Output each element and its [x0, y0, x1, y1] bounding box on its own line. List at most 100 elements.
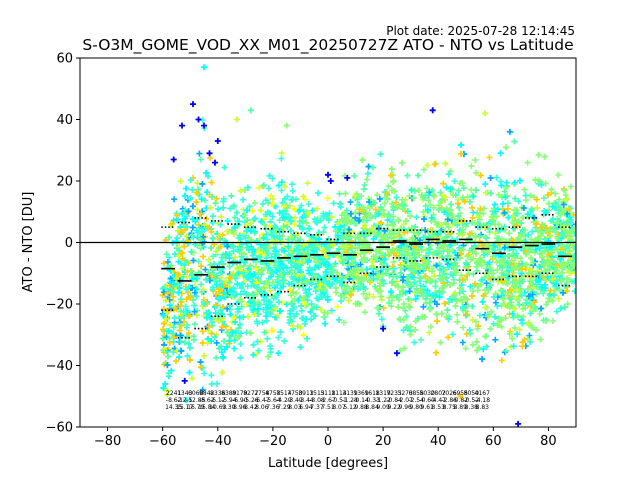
- scatter-point: [311, 272, 318, 279]
- scatter-point: [483, 280, 490, 287]
- scatter-point: [344, 284, 351, 291]
- scatter-point: [498, 182, 505, 189]
- scatter-point: [269, 213, 276, 220]
- scatter-point: [240, 262, 247, 269]
- scatter-point: [384, 196, 391, 203]
- scatter-point: [162, 380, 169, 387]
- scatter-point: [173, 358, 179, 365]
- scatter-point: [494, 275, 501, 282]
- scatter-point: [479, 276, 486, 283]
- scatter-point: [458, 151, 464, 157]
- scatter-point: [198, 263, 205, 270]
- scatter-point: [503, 179, 510, 186]
- scatter-point: [373, 286, 380, 293]
- scatter-point: [480, 292, 487, 299]
- scatter-point: [184, 273, 191, 280]
- scatter-point: [218, 349, 225, 356]
- scatter-point: [381, 200, 388, 207]
- scatter-point: [420, 303, 427, 310]
- scatter-point: [270, 295, 277, 302]
- scatter-point: [534, 268, 541, 275]
- scatter-point: [315, 296, 322, 303]
- scatter-point: [559, 265, 566, 272]
- scatter-point: [444, 307, 451, 314]
- scatter-point: [555, 204, 562, 211]
- scatter-point: [261, 329, 268, 336]
- scatter-point: [439, 197, 446, 204]
- scatter-point: [450, 215, 457, 222]
- scatter-point: [515, 297, 521, 304]
- scatter-point: [382, 252, 389, 259]
- scatter-point: [533, 196, 540, 203]
- scatter-point: [301, 254, 307, 261]
- scatter-point: [512, 254, 518, 261]
- scatter-point: [165, 353, 171, 360]
- scatter-point: [312, 265, 318, 272]
- scatter-point: [566, 248, 573, 255]
- scatter-point: [479, 298, 486, 305]
- scatter-point: [293, 290, 300, 297]
- scatter-point: [302, 287, 309, 294]
- scatter-point: [492, 290, 499, 297]
- scatter-point: [471, 220, 478, 226]
- scatter-point: [554, 215, 561, 222]
- scatter-point: [293, 262, 300, 269]
- scatter-point: [433, 349, 440, 356]
- scatter-point: [163, 315, 170, 322]
- scatter-point: [210, 253, 217, 260]
- scatter-point: [555, 172, 562, 178]
- scatter-point: [320, 213, 327, 219]
- scatter-point: [209, 286, 216, 293]
- scatter-point: [347, 199, 354, 206]
- scatter-point: [513, 250, 520, 257]
- scatter-point: [518, 292, 525, 299]
- scatter-point: [497, 257, 504, 264]
- scatter-point: [342, 257, 349, 264]
- scatter-point: [347, 210, 354, 217]
- scatter-point: [160, 289, 167, 296]
- chart-title: S-O3M_GOME_VOD_XX_M01_20250727Z ATO - NT…: [82, 36, 573, 55]
- scatter-point: [323, 278, 330, 285]
- scatter-point: [264, 304, 271, 311]
- scatter-point: [250, 341, 257, 348]
- scatter-points-group: [159, 117, 576, 403]
- scatter-point: [470, 209, 477, 216]
- scatter-point: [189, 186, 196, 193]
- scatter-point: [191, 321, 198, 328]
- scatter-point: [268, 232, 275, 239]
- scatter-point: [227, 311, 234, 318]
- scatter-point: [365, 163, 372, 170]
- scatter-point: [260, 284, 267, 291]
- scatter-point: [200, 286, 207, 293]
- scatter-point: [227, 275, 234, 282]
- scatter-point: [487, 175, 494, 181]
- scatter-point: [446, 248, 453, 255]
- scatter-point: [291, 221, 298, 228]
- scatter-point: [552, 200, 559, 207]
- scatter-point: [213, 248, 220, 255]
- scatter-point: [369, 164, 376, 171]
- scatter-point: [177, 338, 184, 345]
- scatter-point: [216, 345, 223, 352]
- scatter-point: [162, 297, 169, 304]
- scatter-point: [265, 250, 271, 257]
- scatter-point: [488, 308, 495, 315]
- scatter-point: [318, 306, 325, 313]
- scatter-point: [194, 206, 201, 213]
- scatter-point: [469, 288, 476, 294]
- scatter-point: [159, 335, 166, 342]
- scatter-point: [400, 317, 407, 323]
- scatter-point: [421, 216, 428, 223]
- scatter-point: [429, 268, 436, 275]
- scatter-point: [501, 209, 508, 216]
- scatter-point: [442, 160, 449, 167]
- scatter-point: [397, 347, 404, 354]
- scatter-point: [183, 397, 190, 403]
- scatter-point: [259, 183, 266, 190]
- scatter-point: [293, 231, 300, 238]
- scatter-point: [413, 285, 420, 292]
- scatter-point: [447, 242, 454, 249]
- scatter-point: [469, 204, 475, 211]
- scatter-point: [247, 270, 254, 277]
- scatter-point: [250, 246, 257, 253]
